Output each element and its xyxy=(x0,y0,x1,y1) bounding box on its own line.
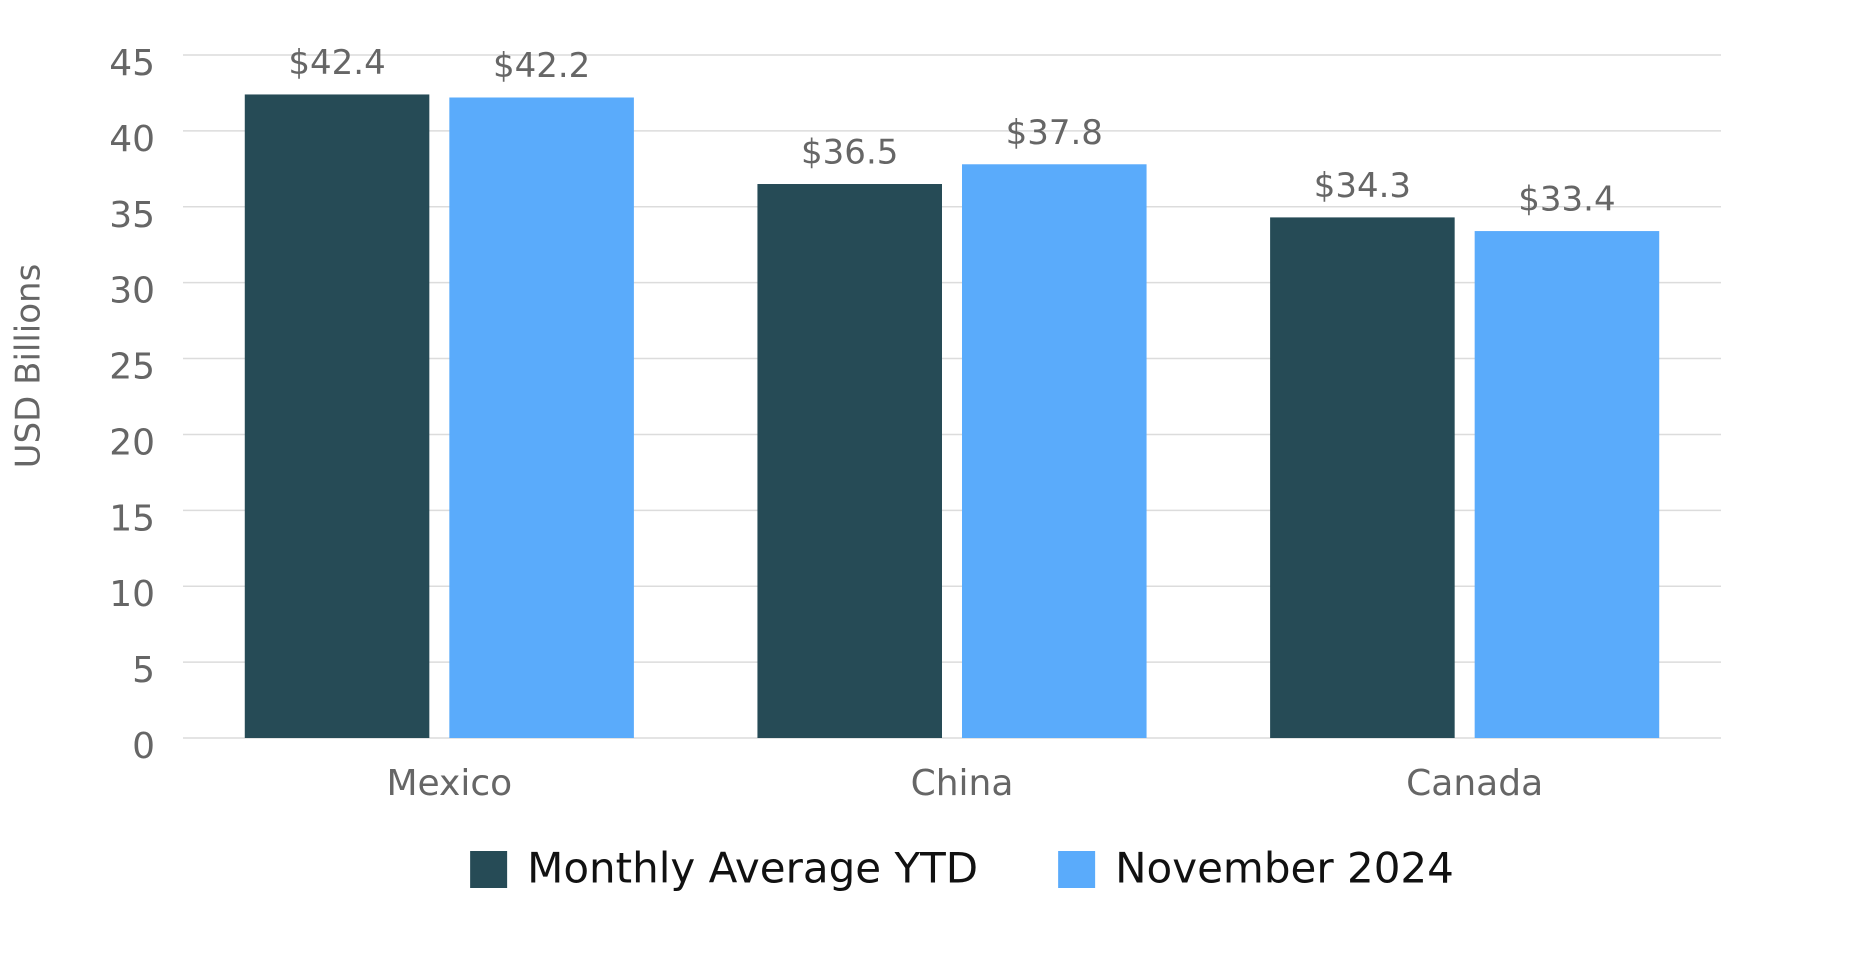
value-label: $42.4 xyxy=(288,43,385,83)
y-tick-label: 45 xyxy=(109,43,155,84)
bar xyxy=(1270,217,1455,738)
y-tick-label: 5 xyxy=(132,650,155,691)
y-tick-label: 25 xyxy=(109,347,155,388)
y-tick-label: 35 xyxy=(109,195,155,236)
value-label: $37.8 xyxy=(1006,113,1103,153)
y-axis-label: USD Billions xyxy=(9,264,49,469)
x-tick-label: Canada xyxy=(1406,763,1543,804)
y-tick-label: 40 xyxy=(109,119,155,160)
y-tick-label: 15 xyxy=(109,498,155,539)
legend-marker xyxy=(470,851,508,888)
y-tick-label: 20 xyxy=(109,422,155,463)
value-label: $36.5 xyxy=(801,133,898,173)
value-label: $34.3 xyxy=(1314,166,1411,206)
legend-label: November 2024 xyxy=(1115,844,1454,893)
value-label: $33.4 xyxy=(1518,180,1615,220)
bar xyxy=(757,184,942,738)
y-tick-label: 0 xyxy=(132,726,155,767)
bar xyxy=(1474,231,1660,738)
y-tick-label: 30 xyxy=(109,271,155,312)
bar xyxy=(244,94,430,738)
x-tick-label: Mexico xyxy=(386,763,512,804)
y-tick-label: 10 xyxy=(109,574,155,615)
value-label: $42.2 xyxy=(493,46,590,86)
bar xyxy=(962,164,1147,738)
legend-marker xyxy=(1058,851,1096,888)
x-tick-label: China xyxy=(911,763,1014,804)
bar xyxy=(449,97,634,738)
legend-label: Monthly Average YTD xyxy=(527,844,978,893)
